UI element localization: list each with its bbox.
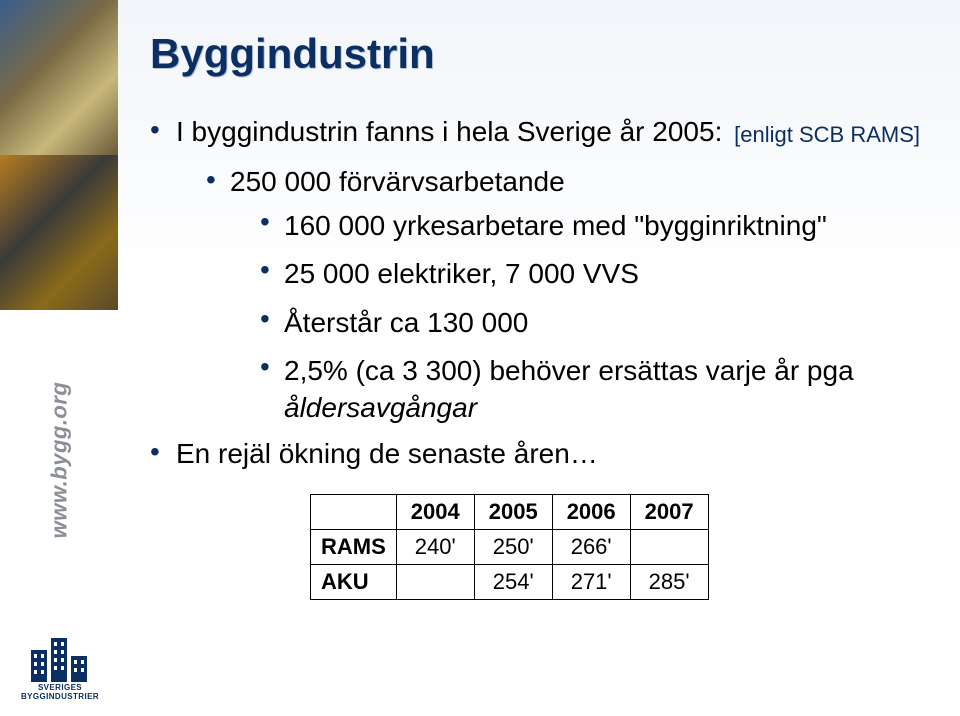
website-label: www.bygg.org xyxy=(0,320,118,600)
table-cell: 271' xyxy=(552,564,630,599)
table-header-row: 2004 2005 2006 2007 xyxy=(311,494,709,529)
decorative-photo-1 xyxy=(0,0,118,155)
table-header-blank xyxy=(311,494,397,529)
bullet-item: En rejäl ökning de senaste åren… xyxy=(150,438,920,470)
website-label-text: www.bygg.org xyxy=(46,382,72,539)
table-cell xyxy=(630,529,708,564)
bullet-text-italic: åldersavgångar xyxy=(284,392,477,423)
bullet-item: 25 000 elektriker, 7 000 VVS xyxy=(260,256,920,292)
table-cell: 250' xyxy=(474,529,552,564)
bullet-text: I byggindustrin fanns i hela Sverige år … xyxy=(176,116,722,147)
table-cell: 254' xyxy=(474,564,552,599)
bullet-text: 25 000 elektriker, 7 000 VVS xyxy=(284,258,639,289)
table-cell xyxy=(396,564,474,599)
logo-text-line1: SVERIGES xyxy=(38,683,82,692)
table-cell: 285' xyxy=(630,564,708,599)
bullet-list-sub2: 160 000 yrkesarbetare med "bygginriktnin… xyxy=(260,208,920,426)
table-row: RAMS 240' 250' 266' xyxy=(311,529,709,564)
bullet-text: 250 000 förvärvsarbetande xyxy=(230,166,565,197)
bullet-item: 2,5% (ca 3 300) behöver ersättas varje å… xyxy=(260,353,920,426)
data-table-wrap: 2004 2005 2006 2007 RAMS 240' 250' 266' … xyxy=(310,494,920,600)
brand-logo: SVERIGES BYGGINDUSTRIER xyxy=(10,636,110,702)
source-annotation: [enligt SCB RAMS] xyxy=(734,122,920,148)
logo-buildings-icon xyxy=(31,636,89,682)
bullet-text: 2,5% (ca 3 300) behöver ersättas varje å… xyxy=(284,355,854,386)
slide-content: Byggindustrin I byggindustrin fanns i he… xyxy=(150,30,920,600)
table-header: 2004 xyxy=(396,494,474,529)
table-cell: 240' xyxy=(396,529,474,564)
left-photo-column: www.bygg.org SVERIGES BYGGINDUSTRIER xyxy=(0,0,118,716)
logo-text: SVERIGES BYGGINDUSTRIER xyxy=(21,684,99,702)
bullet-item: 160 000 yrkesarbetare med "bygginriktnin… xyxy=(260,208,920,244)
slide-title: Byggindustrin xyxy=(150,30,920,78)
table-header: 2006 xyxy=(552,494,630,529)
bullet-text: 160 000 yrkesarbetare med "bygginriktnin… xyxy=(284,210,827,241)
table-row: AKU 254' 271' 285' xyxy=(311,564,709,599)
bullet-text: En rejäl ökning de senaste åren… xyxy=(176,438,598,469)
bullet-item: Återstår ca 130 000 xyxy=(260,305,920,341)
table-cell: 266' xyxy=(552,529,630,564)
bullet-item: I byggindustrin fanns i hela Sverige år … xyxy=(150,116,920,426)
bullet-list-sub1: 250 000 förvärvsarbetande 160 000 yrkesa… xyxy=(206,166,920,426)
table-row-label: RAMS xyxy=(311,529,397,564)
table-row-label: AKU xyxy=(311,564,397,599)
decorative-photo-2 xyxy=(0,155,118,310)
bullet-list-top: I byggindustrin fanns i hela Sverige år … xyxy=(150,116,920,470)
data-table: 2004 2005 2006 2007 RAMS 240' 250' 266' … xyxy=(310,494,709,600)
table-header: 2007 xyxy=(630,494,708,529)
bullet-item: 250 000 förvärvsarbetande 160 000 yrkesa… xyxy=(206,166,920,426)
bullet-text: Återstår ca 130 000 xyxy=(284,307,528,338)
table-header: 2005 xyxy=(474,494,552,529)
logo-text-line2: BYGGINDUSTRIER xyxy=(21,692,99,701)
